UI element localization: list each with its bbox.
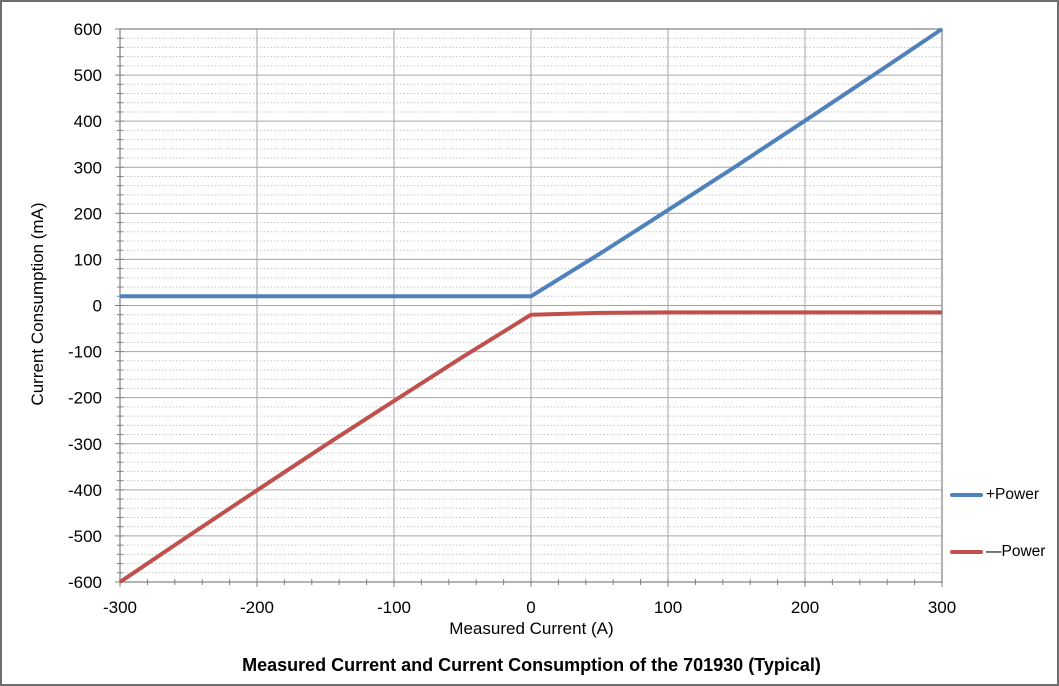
series-line-plus-power [120, 27, 944, 299]
y-tick-label: 200 [74, 204, 102, 223]
x-axis-title: Measured Current (A) [449, 619, 614, 638]
y-tick-label: 100 [74, 250, 102, 269]
y-tick-label: 400 [74, 112, 102, 131]
x-tick-label: 100 [654, 598, 682, 617]
axis-ticks [115, 28, 943, 587]
legend-item-plus-power: +Power [950, 486, 1039, 503]
legend-swatch-minus-power [950, 550, 983, 554]
y-tick-label: 0 [93, 297, 102, 316]
legend-swatch-plus-power [950, 493, 983, 497]
x-tick-label: 0 [526, 598, 535, 617]
tick-labels: 600 500 400 300 200 100 0 -100 -200 -300 -400 -500 -… [68, 20, 956, 617]
y-tick-label: -400 [68, 481, 102, 500]
x-tick-label: 300 [928, 598, 956, 617]
legend-item-minus-power: —Power [950, 543, 1046, 560]
y-tick-label: -500 [68, 527, 102, 546]
y-tick-label: -300 [68, 435, 102, 454]
y-axis-title: Current Consumption (mA) [28, 202, 47, 406]
series-line-minus-power [118, 310, 942, 584]
x-tick-label: 200 [791, 598, 819, 617]
x-tick-label: -100 [377, 598, 411, 617]
x-tick-label: -200 [240, 598, 274, 617]
legend-label-plus-power: +Power [986, 486, 1039, 503]
y-tick-label: -200 [68, 389, 102, 408]
series-lines [118, 27, 944, 584]
y-tick-label: -600 [68, 573, 102, 592]
legend-label-minus-power: —Power [986, 543, 1046, 560]
x-tick-label: -300 [103, 598, 137, 617]
chart-title: Measured Current and Current Consumption… [242, 655, 821, 675]
y-tick-label: 600 [74, 20, 102, 39]
y-tick-label: 500 [74, 66, 102, 85]
y-tick-label: -100 [68, 343, 102, 362]
y-tick-label: 300 [74, 158, 102, 177]
